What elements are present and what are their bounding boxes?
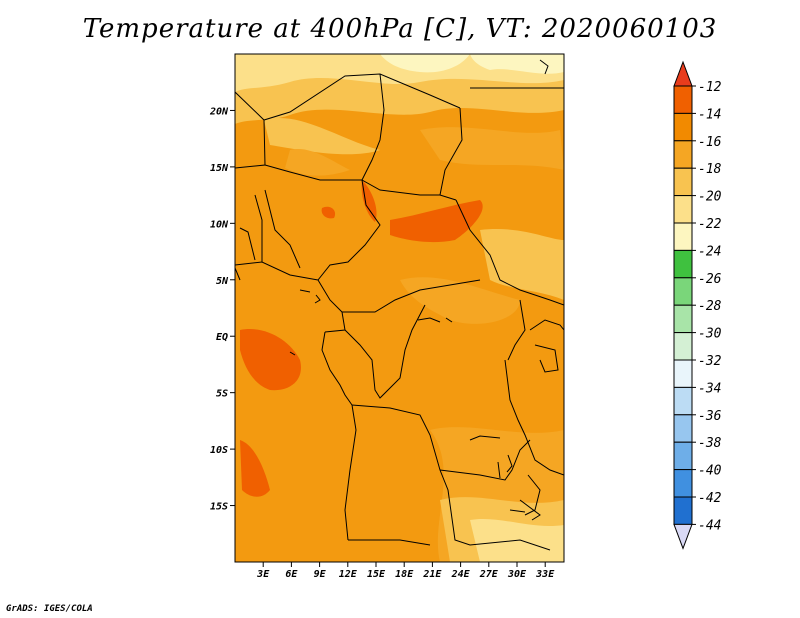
map-frame [234, 53, 565, 563]
colorbar-label: -32 [698, 354, 722, 369]
colorbar-box [673, 112, 693, 142]
lon-tick-label: 24E [451, 569, 471, 580]
colorbar-top-arrow [673, 60, 693, 87]
temperature-field [235, 54, 564, 562]
lon-tick-label: 15E [367, 569, 386, 580]
lat-tick-label: EQ [216, 332, 228, 343]
colorbar-label: -24 [698, 244, 721, 259]
lon-tick-label: 27E [479, 569, 499, 580]
lon-tick-label: 3E [256, 569, 270, 580]
colorbar-label: -26 [698, 272, 722, 287]
colorbar-label: -44 [698, 518, 721, 533]
colorbar-box [673, 195, 693, 224]
lat-tick-label: 5S [216, 389, 228, 400]
colorbar-box [673, 414, 693, 443]
colorbar-label: -34 [698, 381, 721, 396]
colorbar-box [673, 469, 693, 498]
lat-tick-label: 5N [216, 276, 229, 287]
lat-tick-label: 15N [210, 163, 229, 174]
country-borders [235, 59, 564, 551]
colorbar-box [673, 249, 693, 279]
colorbar-box [673, 496, 693, 525]
lat-tick-label: 10S [210, 445, 228, 456]
lon-tick-label: 12E [339, 569, 358, 580]
colorbar-label: -40 [698, 464, 722, 479]
colorbar-box [673, 222, 693, 251]
colorbar-label: -22 [698, 217, 722, 232]
colorbar-label: -36 [698, 409, 722, 424]
lon-tick-label: 18E [395, 569, 414, 580]
colorbar-box [673, 332, 693, 361]
colorbar-box [673, 359, 693, 388]
lon-tick-label: 21E [422, 569, 442, 580]
colorbar-label: -16 [698, 135, 722, 150]
colorbar-label: -38 [698, 436, 722, 451]
lon-tick-label: 30E [507, 569, 527, 580]
colorbar-box [673, 304, 693, 334]
colorbar-box [673, 140, 693, 169]
lat-tick-label: 15S [210, 502, 228, 513]
lon-tick-label: 9E [314, 569, 327, 580]
colorbar-label: -20 [698, 190, 722, 205]
colorbar-label: -14 [698, 107, 721, 122]
map-title: Temperature at 400hPa [C], VT: 202006010… [82, 14, 718, 44]
colorbar-box [673, 167, 693, 197]
colorbar-box [673, 85, 693, 114]
colorbar: -12 -14 -16 -18 -20 -22 -24 -26 -28 -30 -32 -34 -36 -… [673, 60, 722, 550]
colorbar-label: -12 [698, 80, 722, 95]
lon-tick-label: 33E [535, 569, 555, 580]
colorbar-label: -18 [698, 162, 722, 177]
colorbar-label: -30 [698, 327, 722, 342]
lat-tick-label: 10N [210, 219, 229, 230]
grads-credit: GrADS: IGES/COLA [6, 604, 93, 614]
colorbar-label: -42 [698, 491, 722, 506]
colorbar-bottom-arrow [673, 523, 693, 550]
colorbar-box [673, 386, 693, 416]
colorbar-box [673, 277, 693, 306]
colorbar-box [673, 441, 693, 471]
lon-tick-label: 6E [285, 569, 298, 580]
lat-tick-label: 20N [209, 106, 229, 117]
colorbar-label: -28 [698, 299, 722, 314]
map-axes: 20N 15N 10N 5N EQ 5S 10S 15S 3E 6E 9E 12E 15E 18E 21E 2… [209, 106, 555, 580]
